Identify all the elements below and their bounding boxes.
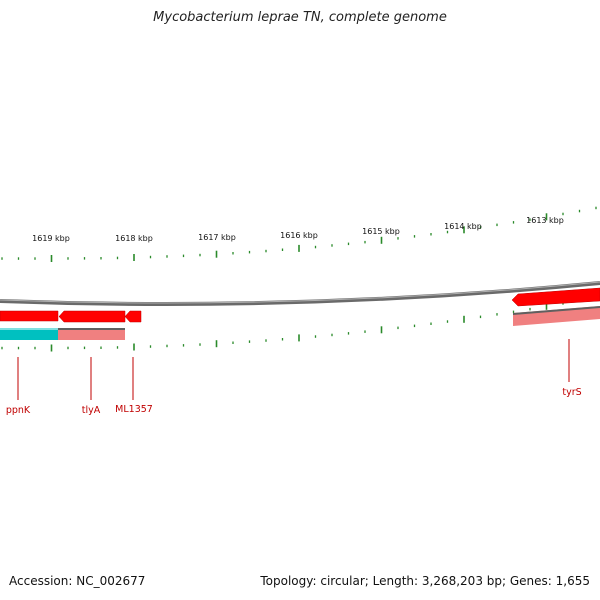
gene-label-tlyA[interactable]: tlyA — [82, 405, 101, 416]
gene-label-ML1357[interactable]: ML1357 — [115, 404, 153, 415]
gene-tlyA-forward[interactable] — [58, 310, 126, 323]
tick-label-1618: 1618 kbp — [115, 234, 153, 243]
reverse-feature-cyan[interactable] — [0, 328, 58, 340]
tick-label-1617: 1617 kbp — [198, 233, 236, 242]
tick-label-1619: 1619 kbp — [32, 234, 70, 243]
tick-label-1615: 1615 kbp — [362, 227, 400, 236]
reverse-feature-pink-2[interactable] — [513, 306, 600, 326]
upper-tick-track — [1, 206, 597, 262]
reverse-feature-pink-1[interactable] — [58, 328, 125, 340]
accession-text: Accession: NC_002677 — [9, 574, 146, 588]
reverse-feature-pink-2-top — [513, 306, 600, 315]
gene-label-ppnK[interactable]: ppnK — [6, 405, 31, 416]
gene-ppnK-forward[interactable] — [0, 310, 59, 322]
genome-backbone-highlight — [0, 281, 600, 304]
genome-backbone — [0, 281, 600, 307]
map-title: Mycobacterium leprae TN, complete genome — [153, 10, 447, 25]
reverse-feature-cyan-top — [0, 328, 58, 330]
genome-summary-text: Topology: circular; Length: 3,268,203 bp… — [260, 574, 590, 588]
tick-label-1614: 1614 kbp — [444, 222, 482, 231]
gene-label-tyrS[interactable]: tyrS — [562, 387, 581, 398]
gene-tyrS-forward[interactable] — [511, 287, 600, 307]
gene-ML1357-forward[interactable] — [124, 310, 142, 323]
reverse-feature-pink-1-top — [58, 328, 125, 330]
tick-label-1613: 1613 kbp — [526, 216, 564, 225]
tick-label-1616: 1616 kbp — [280, 231, 318, 240]
